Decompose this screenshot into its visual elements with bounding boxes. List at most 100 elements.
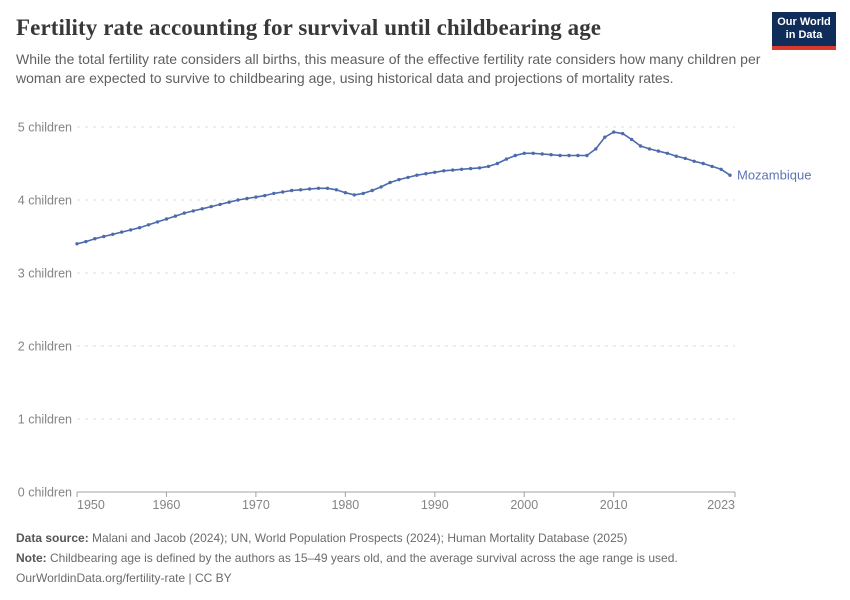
- data-point-2020[interactable]: [701, 161, 705, 166]
- chart-title: Fertility rate accounting for survival u…: [16, 15, 602, 40]
- data-point-1973[interactable]: [281, 190, 285, 194]
- data-point-1952[interactable]: [93, 237, 97, 241]
- data-point-2021[interactable]: [710, 164, 714, 169]
- data-point-1981[interactable]: [352, 193, 356, 197]
- x-axis-label-2023: 2023: [707, 498, 735, 512]
- data-point-1991[interactable]: [442, 169, 446, 173]
- y-axis-label-5: 5 children: [18, 121, 72, 135]
- attribution-link[interactable]: OurWorldinData.org/fertility-rate | CC B…: [16, 571, 232, 585]
- y-axis-label-1: 1 children: [18, 413, 72, 427]
- data-point-2012[interactable]: [629, 137, 634, 142]
- data-point-2015[interactable]: [656, 149, 661, 153]
- data-point-2018[interactable]: [683, 156, 687, 161]
- data-point-1987[interactable]: [406, 175, 410, 180]
- data-point-1995[interactable]: [477, 166, 482, 170]
- chart-footer: Data source: Malani and Jacob (2024); UN…: [16, 528, 816, 588]
- x-axis-label-2000: 2000: [510, 498, 538, 512]
- y-axis-label-3: 3 children: [18, 267, 72, 281]
- data-point-2016[interactable]: [665, 151, 670, 155]
- x-axis-label-1960: 1960: [153, 498, 181, 512]
- data-point-1980[interactable]: [343, 191, 348, 195]
- owid-logo[interactable]: Our World in Data: [772, 12, 836, 50]
- data-point-2000[interactable]: [522, 151, 526, 155]
- data-point-2023[interactable]: [728, 173, 732, 177]
- data-point-2001[interactable]: [531, 151, 535, 155]
- owid-logo-line1: Our World: [777, 16, 831, 29]
- data-point-1955[interactable]: [120, 230, 124, 234]
- data-point-2011[interactable]: [621, 131, 625, 136]
- data-point-2019[interactable]: [692, 159, 696, 163]
- data-point-2008[interactable]: [594, 147, 598, 151]
- data-point-1963[interactable]: [191, 209, 195, 213]
- data-point-1964[interactable]: [200, 207, 204, 211]
- series-label-mozambique[interactable]: Mozambique: [737, 168, 811, 183]
- data-point-1978[interactable]: [325, 186, 330, 190]
- data-point-1989[interactable]: [424, 172, 428, 176]
- data-point-1962[interactable]: [182, 211, 186, 215]
- chart-subtitle: While the total fertility rate considers…: [16, 51, 761, 87]
- note-text: Childbearing age is defined by the autho…: [46, 551, 678, 565]
- data-point-1999[interactable]: [513, 153, 517, 158]
- data-point-1998[interactable]: [504, 157, 509, 161]
- data-point-1986[interactable]: [397, 177, 401, 182]
- data-point-1967[interactable]: [227, 200, 231, 204]
- x-axis-label-1980: 1980: [331, 498, 359, 512]
- data-point-2002[interactable]: [540, 152, 544, 156]
- data-point-1996[interactable]: [486, 164, 491, 169]
- data-point-1983[interactable]: [370, 188, 374, 193]
- data-point-2022[interactable]: [719, 167, 723, 171]
- data-point-1961[interactable]: [173, 214, 178, 218]
- data-point-1957[interactable]: [137, 226, 142, 230]
- note-line: Note: Childbearing age is defined by the…: [16, 548, 816, 568]
- data-point-1956[interactable]: [129, 228, 133, 232]
- data-point-1993[interactable]: [459, 167, 464, 171]
- data-source-label: Data source:: [16, 531, 89, 545]
- data-point-1951[interactable]: [84, 239, 88, 244]
- data-point-2010[interactable]: [612, 130, 616, 134]
- data-point-1977[interactable]: [316, 186, 321, 190]
- data-point-1984[interactable]: [379, 185, 383, 189]
- data-point-1969[interactable]: [245, 196, 249, 201]
- data-point-2005[interactable]: [567, 153, 571, 158]
- data-point-1960[interactable]: [164, 217, 169, 221]
- y-axis-label-0: 0 children: [18, 486, 72, 500]
- data-point-1965[interactable]: [209, 204, 213, 209]
- data-point-1971[interactable]: [263, 193, 267, 198]
- data-point-2007[interactable]: [585, 153, 589, 158]
- data-point-2003[interactable]: [549, 153, 553, 157]
- data-point-2014[interactable]: [647, 147, 652, 151]
- data-point-1997[interactable]: [495, 161, 500, 166]
- data-point-2004[interactable]: [558, 153, 562, 158]
- data-point-1958[interactable]: [146, 223, 151, 227]
- data-point-1985[interactable]: [388, 180, 392, 185]
- data-point-1968[interactable]: [236, 198, 240, 202]
- fertility-line-chart: 0 children 1 children 2 children 3 children…: [18, 121, 812, 513]
- data-point-1990[interactable]: [433, 170, 437, 174]
- data-source-text: Malani and Jacob (2024); UN, World Popul…: [88, 531, 628, 545]
- data-point-2009[interactable]: [603, 135, 607, 139]
- data-point-1972[interactable]: [272, 191, 276, 196]
- data-point-1988[interactable]: [415, 173, 419, 177]
- data-point-1975[interactable]: [298, 188, 303, 192]
- data-point-2017[interactable]: [674, 154, 678, 158]
- data-point-1992[interactable]: [451, 168, 455, 172]
- data-point-1953[interactable]: [102, 234, 106, 239]
- data-point-1976[interactable]: [307, 187, 312, 191]
- data-point-2013[interactable]: [638, 144, 643, 148]
- series-mozambique[interactable]: [75, 130, 732, 246]
- x-axis-label-1950: 1950: [77, 498, 105, 512]
- x-axis-label-2010: 2010: [600, 498, 628, 512]
- x-axis-label-1970: 1970: [242, 498, 270, 512]
- data-point-1954[interactable]: [111, 232, 115, 236]
- data-point-1959[interactable]: [155, 220, 160, 224]
- data-point-1982[interactable]: [361, 191, 365, 196]
- data-point-1979[interactable]: [334, 188, 339, 192]
- data-point-1970[interactable]: [254, 195, 258, 199]
- data-point-1950[interactable]: [75, 242, 79, 246]
- data-point-1966[interactable]: [218, 202, 222, 207]
- series-line[interactable]: [76, 131, 731, 245]
- data-point-2006[interactable]: [576, 153, 580, 158]
- data-point-1994[interactable]: [468, 166, 473, 171]
- data-point-1974[interactable]: [290, 188, 294, 193]
